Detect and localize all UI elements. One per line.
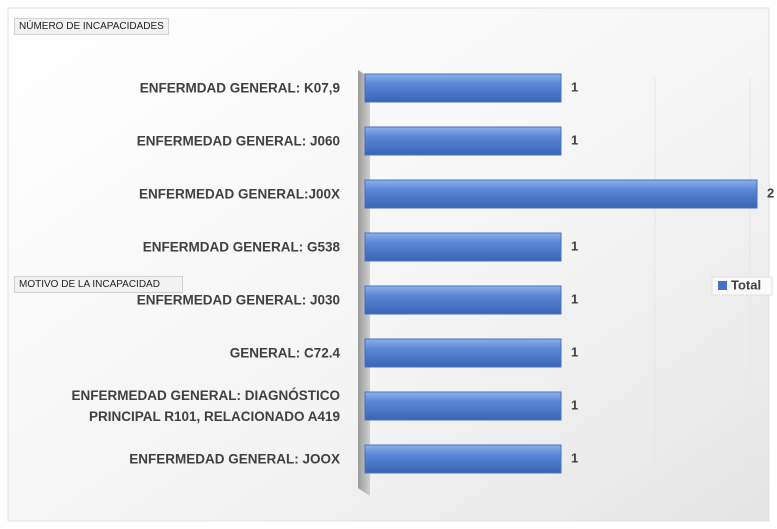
y-tick-label: ENFERMEDAD GENERAL:J00X — [138, 186, 340, 202]
y-tick-label: GENERAL: C72.4 — [229, 345, 340, 361]
data-label: 1 — [571, 397, 578, 412]
bar — [364, 126, 562, 156]
data-label: 1 — [571, 291, 578, 306]
y-tick-label: ENFERMDAD GENERAL: K07,9 — [139, 80, 340, 96]
data-label: 2 — [767, 185, 774, 200]
field-button[interactable]: MOTIVO DE LA INCAPACIDAD — [14, 276, 183, 293]
legend-swatch — [718, 281, 727, 290]
y-tick-label: ENFERMEDAD GENERAL: J060 — [136, 133, 340, 149]
data-label: 1 — [571, 450, 578, 465]
bar — [364, 179, 758, 209]
legend-label: Total — [731, 277, 761, 292]
data-label: 1 — [571, 132, 578, 147]
bar — [364, 444, 562, 474]
axis-wall — [358, 70, 370, 496]
data-label: 1 — [571, 238, 578, 253]
chart-title[interactable]: NÚMERO DE INCAPACIDADES — [14, 18, 169, 35]
bar — [364, 285, 562, 315]
y-tick-label: ENFERMDAD GENERAL: G538 — [142, 239, 340, 255]
bar — [364, 338, 562, 368]
bar — [364, 391, 562, 421]
bar — [364, 73, 562, 103]
data-label: 1 — [571, 79, 578, 94]
y-tick-label: ENFERMEDAD GENERAL: JOOX — [129, 451, 340, 467]
bar — [364, 232, 562, 262]
data-label: 1 — [571, 344, 578, 359]
y-tick-label: ENFERMEDAD GENERAL: J030 — [136, 292, 340, 308]
y-tick-label: ENFERMEDAD GENERAL: DIAGNÓSTICO PRINCIPA… — [71, 388, 340, 424]
